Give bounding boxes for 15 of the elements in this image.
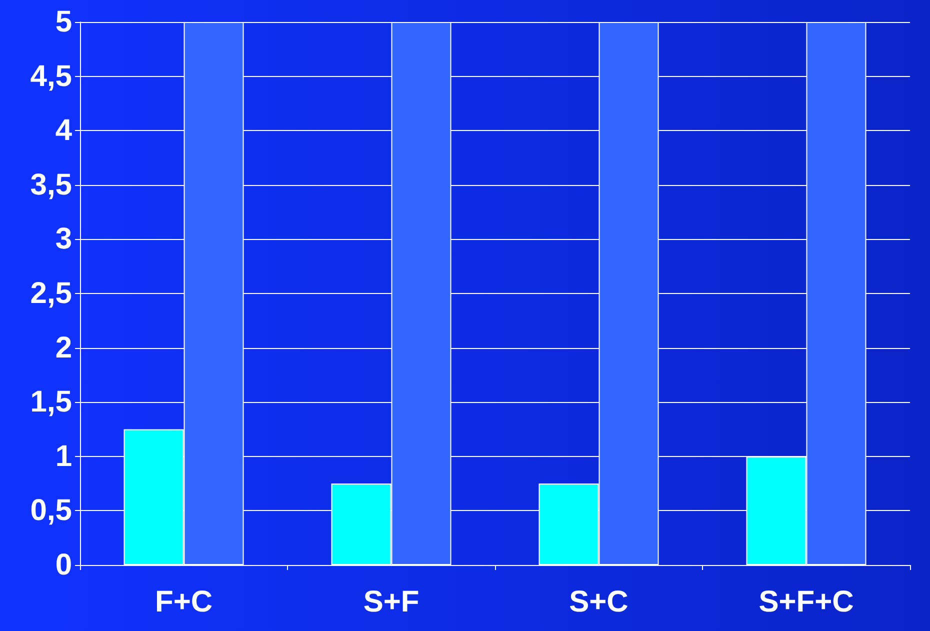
x-tick-label: F+C [154, 586, 213, 618]
y-tick-label: 2 [55, 331, 72, 364]
y-tick-label: 3 [55, 222, 72, 256]
x-tick-label: S+F+C [758, 586, 854, 618]
y-tick-label: 2,5 [30, 277, 72, 310]
y-tick-label: 4 [55, 114, 72, 148]
y-tick-label: 0,5 [30, 494, 72, 528]
y-tick-label: 3,5 [30, 168, 72, 202]
y-tick-label: 5 [55, 6, 72, 38]
y-tick-label: 0 [55, 548, 72, 582]
x-tick-label: S+C [569, 586, 628, 618]
x-tick-label: S+F [363, 586, 420, 618]
y-tick-label: 1 [55, 440, 72, 473]
y-tick-label: 4,5 [30, 60, 72, 93]
y-tick-label: 1,5 [30, 386, 72, 419]
